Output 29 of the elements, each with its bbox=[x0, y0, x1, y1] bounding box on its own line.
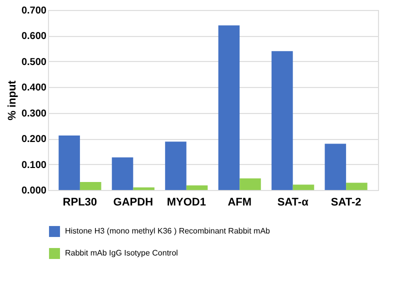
bar bbox=[186, 185, 208, 190]
y-tick-label: 0.300 bbox=[21, 108, 47, 120]
x-tick-label: MYOD1 bbox=[166, 196, 206, 208]
bar bbox=[272, 51, 293, 190]
bar bbox=[80, 182, 102, 190]
legend-label: Rabbit mAb IgG Isotype Control bbox=[65, 248, 178, 258]
bar bbox=[218, 25, 240, 190]
y-tick-label: 0.100 bbox=[21, 160, 47, 171]
y-tick-label: 0.500 bbox=[21, 56, 47, 68]
x-tick-label: GAPDH bbox=[113, 196, 154, 208]
y-tick-label: 0.000 bbox=[21, 186, 47, 196]
y-axis-title: % input bbox=[6, 80, 18, 120]
bar bbox=[240, 178, 261, 190]
bar bbox=[112, 157, 134, 190]
bar bbox=[346, 182, 368, 190]
y-tick-label: 0.200 bbox=[21, 134, 47, 146]
bar bbox=[324, 144, 346, 190]
y-tick-label: 0.700 bbox=[21, 6, 47, 16]
y-tick-label: 0.600 bbox=[21, 31, 47, 42]
legend-label: Histone H3 (mono methyl K36 ) Recombinant Rabbit mAb bbox=[65, 226, 271, 236]
x-tick-label: AFM bbox=[228, 196, 252, 208]
bar bbox=[292, 184, 314, 190]
x-tick-label: SAT-α bbox=[277, 196, 309, 208]
x-tick-label: SAT-2 bbox=[330, 196, 362, 208]
bar bbox=[133, 187, 154, 190]
y-tick-label: 0.400 bbox=[21, 82, 47, 94]
x-tick-label: RPL30 bbox=[62, 196, 98, 208]
bar bbox=[165, 142, 186, 190]
bar bbox=[58, 135, 80, 190]
